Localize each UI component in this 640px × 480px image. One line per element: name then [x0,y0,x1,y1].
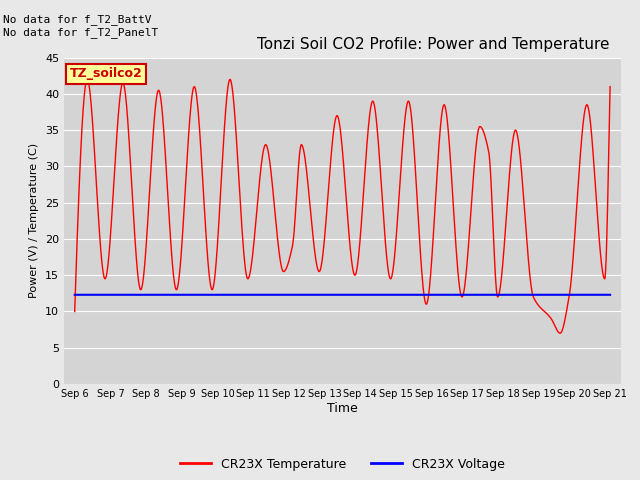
Text: Tonzi Soil CO2 Profile: Power and Temperature: Tonzi Soil CO2 Profile: Power and Temper… [257,37,610,52]
Y-axis label: Power (V) / Temperature (C): Power (V) / Temperature (C) [29,143,40,299]
Text: TZ_soilco2: TZ_soilco2 [70,67,142,80]
Text: No data for f_T2_BattV
No data for f_T2_PanelT: No data for f_T2_BattV No data for f_T2_… [3,14,159,38]
Legend: CR23X Temperature, CR23X Voltage: CR23X Temperature, CR23X Voltage [175,453,510,476]
X-axis label: Time: Time [327,402,358,415]
